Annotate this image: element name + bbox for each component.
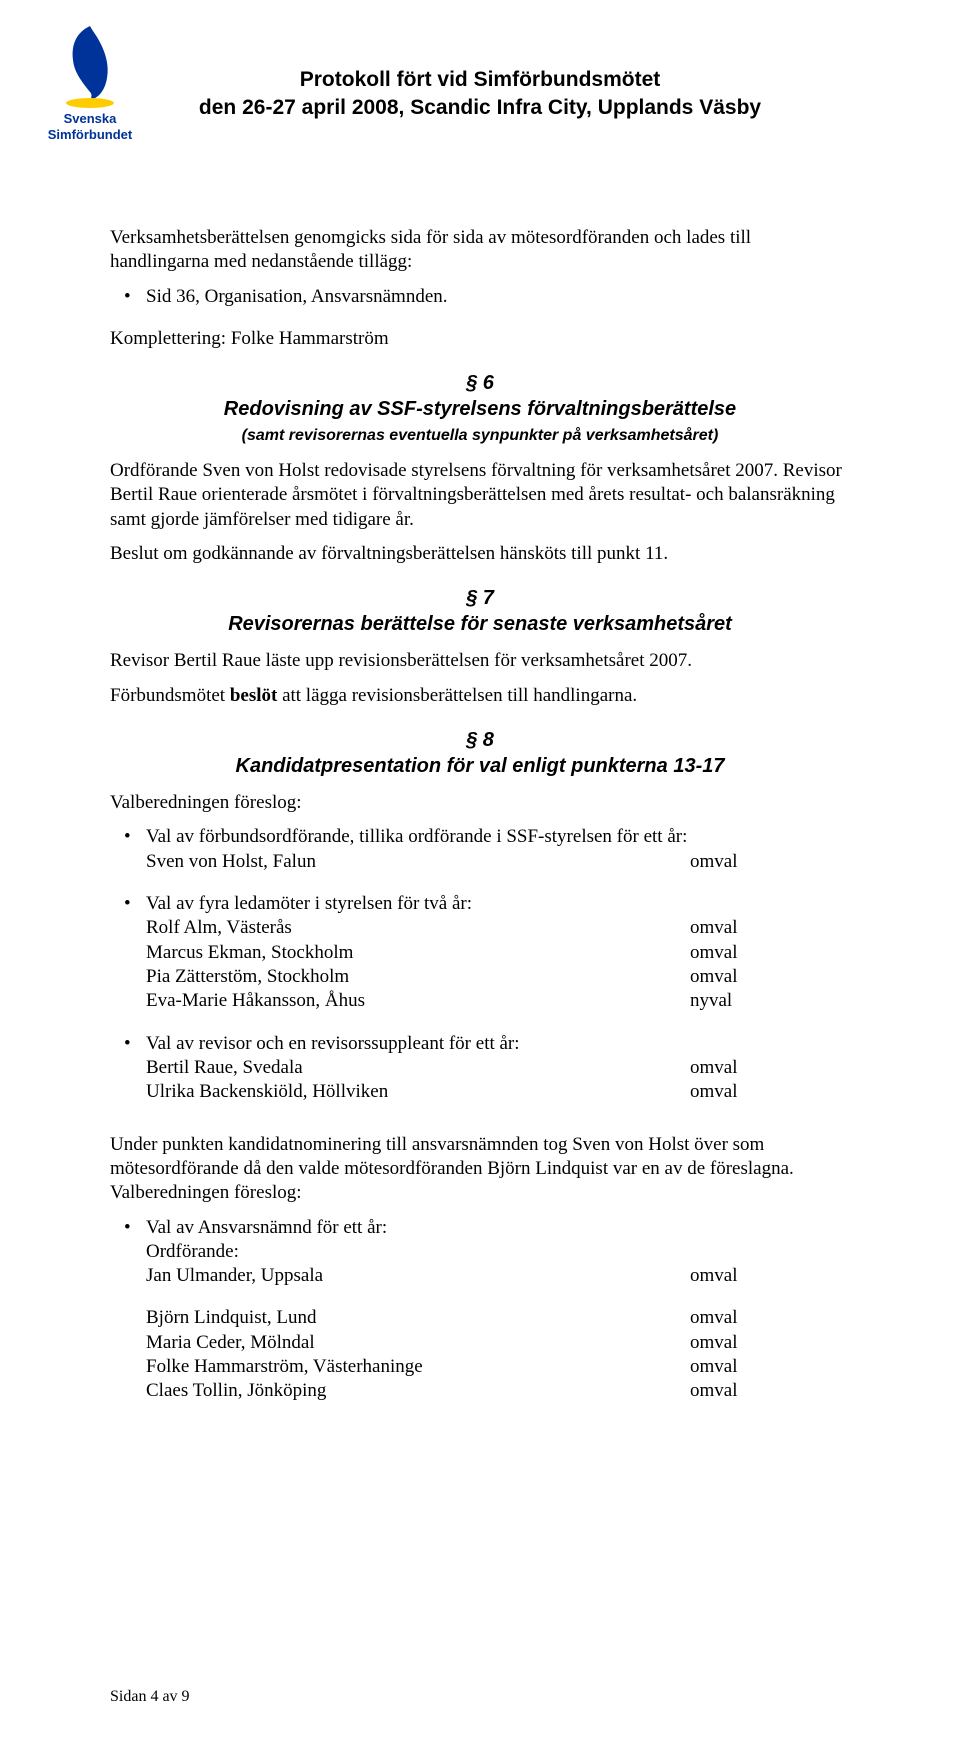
candidate-status: nyval xyxy=(690,989,850,1013)
list-item: Val av förbundsordförande, tillika ordfö… xyxy=(110,825,850,874)
document-title: Protokoll fört vid Simförbundsmötet den … xyxy=(110,50,850,123)
list-item: Val av fyra ledamöter i styrelsen för tv… xyxy=(110,892,850,1014)
text-fragment: att lägga revisionsberättelsen till hand… xyxy=(277,685,637,706)
logo: Svenska Simförbundet xyxy=(30,20,150,143)
group-rows: Bertil Raue, SvedalaomvalUlrika Backensk… xyxy=(146,1056,850,1105)
group-heading: Val av revisor och en revisorssuppleant … xyxy=(146,1032,850,1056)
title-line1: Protokoll fört vid Simförbundsmötet xyxy=(110,66,850,94)
section-6-para1: Ordförande Sven von Holst redovisade sty… xyxy=(110,459,850,532)
intro-paragraph: Verksamhetsberättelsen genomgicks sida f… xyxy=(110,226,850,275)
candidate-name: Ulrika Backenskiöld, Höllviken xyxy=(146,1080,690,1104)
section-8-group4: Val av Ansvarsnämnd för ett år: Ordföran… xyxy=(110,1216,850,1404)
bold-beslut: beslöt xyxy=(230,685,278,706)
section-8-intro: Valberedningen föreslog: xyxy=(110,791,850,815)
candidate-name: Sven von Holst, Falun xyxy=(146,850,690,874)
name-status-row: Sven von Holst, Falunomval xyxy=(146,850,850,874)
page: Svenska Simförbundet Protokoll fört vid … xyxy=(0,0,960,1754)
document-body: Verksamhetsberättelsen genomgicks sida f… xyxy=(110,226,850,1404)
candidate-status: omval xyxy=(690,1264,850,1288)
candidate-status: omval xyxy=(690,1379,850,1403)
candidate-name: Björn Lindquist, Lund xyxy=(146,1306,690,1330)
candidate-name: Maria Ceder, Mölndal xyxy=(146,1331,690,1355)
intro-bullets: Sid 36, Organisation, Ansvarsnämnden. xyxy=(110,285,850,309)
name-status-row: Marcus Ekman, Stockholmomval xyxy=(146,941,850,965)
candidate-name: Marcus Ekman, Stockholm xyxy=(146,941,690,965)
candidate-name: Eva-Marie Håkansson, Åhus xyxy=(146,989,690,1013)
candidate-status: omval xyxy=(690,941,850,965)
section-8-groups: Val av förbundsordförande, tillika ordfö… xyxy=(110,825,850,1104)
logo-text-line2: Simförbundet xyxy=(30,128,150,142)
section-7-para1: Revisor Bertil Raue läste upp revisionsb… xyxy=(110,649,850,673)
group-rows: Björn Lindquist, LundomvalMaria Ceder, M… xyxy=(146,1306,850,1403)
candidate-status: omval xyxy=(690,1306,850,1330)
logo-text-line1: Svenska xyxy=(30,112,150,126)
name-status-row: Folke Hammarström, Västerhaningeomval xyxy=(146,1355,850,1379)
candidate-name: Claes Tollin, Jönköping xyxy=(146,1379,690,1403)
name-status-row: Maria Ceder, Mölndalomval xyxy=(146,1331,850,1355)
section-7-title: Revisorernas berättelse för senaste verk… xyxy=(110,612,850,638)
name-status-row: Bertil Raue, Svedalaomval xyxy=(146,1056,850,1080)
candidate-name: Bertil Raue, Svedala xyxy=(146,1056,690,1080)
title-line2: den 26-27 april 2008, Scandic Infra City… xyxy=(110,94,850,122)
list-item: Val av Ansvarsnämnd för ett år: Ordföran… xyxy=(110,1216,850,1404)
intro-complement: Komplettering: Folke Hammarström xyxy=(110,327,850,351)
candidate-name: Pia Zätterstöm, Stockholm xyxy=(146,965,690,989)
page-footer: Sidan 4 av 9 xyxy=(110,1688,190,1706)
section-8-title: Kandidatpresentation för val enligt punk… xyxy=(110,754,850,780)
candidate-name: Rolf Alm, Västerås xyxy=(146,916,690,940)
candidate-status: omval xyxy=(690,1080,850,1104)
name-status-row: Björn Lindquist, Lundomval xyxy=(146,1306,850,1330)
group-heading: Val av förbundsordförande, tillika ordfö… xyxy=(146,825,850,849)
text-fragment: Förbundsmötet xyxy=(110,685,230,706)
candidate-status: omval xyxy=(690,965,850,989)
name-status-row: Ulrika Backenskiöld, Höllvikenomval xyxy=(146,1080,850,1104)
name-status-row: Pia Zätterstöm, Stockholmomval xyxy=(146,965,850,989)
group-subheading: Ordförande: xyxy=(146,1240,850,1264)
group-heading: Val av fyra ledamöter i styrelsen för tv… xyxy=(146,892,850,916)
name-status-row: Jan Ulmander, Uppsalaomval xyxy=(146,1264,850,1288)
section-6-para2: Beslut om godkännande av förvaltningsber… xyxy=(110,542,850,566)
group-rows: Rolf Alm, VästeråsomvalMarcus Ekman, Sto… xyxy=(146,916,850,1013)
candidate-name: Jan Ulmander, Uppsala xyxy=(146,1264,690,1288)
group-rows: Sven von Holst, Falunomval xyxy=(146,850,850,874)
candidate-status: omval xyxy=(690,1056,850,1080)
section-7-number: § 7 xyxy=(110,586,850,612)
document-header: Svenska Simförbundet Protokoll fört vid … xyxy=(110,50,850,180)
section-7-para2: Förbundsmötet beslöt att lägga revisions… xyxy=(110,684,850,708)
candidate-status: omval xyxy=(690,1331,850,1355)
logo-icon xyxy=(55,20,125,110)
candidate-name: Folke Hammarström, Västerhaninge xyxy=(146,1355,690,1379)
list-item: Sid 36, Organisation, Ansvarsnämnden. xyxy=(110,285,850,309)
section-6-subtitle: (samt revisorernas eventuella synpunkter… xyxy=(110,426,850,446)
name-status-row: Eva-Marie Håkansson, Åhusnyval xyxy=(146,989,850,1013)
section-8-mid-para: Under punkten kandidatnominering till an… xyxy=(110,1133,850,1206)
section-6-number: § 6 xyxy=(110,371,850,397)
name-status-row: Rolf Alm, Västeråsomval xyxy=(146,916,850,940)
name-status-row: Claes Tollin, Jönköpingomval xyxy=(146,1379,850,1403)
list-item: Val av revisor och en revisorssuppleant … xyxy=(110,1032,850,1105)
candidate-status: omval xyxy=(690,850,850,874)
bullet-text: Sid 36, Organisation, Ansvarsnämnden. xyxy=(146,286,448,307)
candidate-status: omval xyxy=(690,916,850,940)
section-8-number: § 8 xyxy=(110,728,850,754)
candidate-status: omval xyxy=(690,1355,850,1379)
group-heading: Val av Ansvarsnämnd för ett år: xyxy=(146,1216,850,1240)
section-6-title: Redovisning av SSF-styrelsens förvaltnin… xyxy=(110,397,850,423)
group-rows: Jan Ulmander, Uppsalaomval xyxy=(146,1264,850,1288)
